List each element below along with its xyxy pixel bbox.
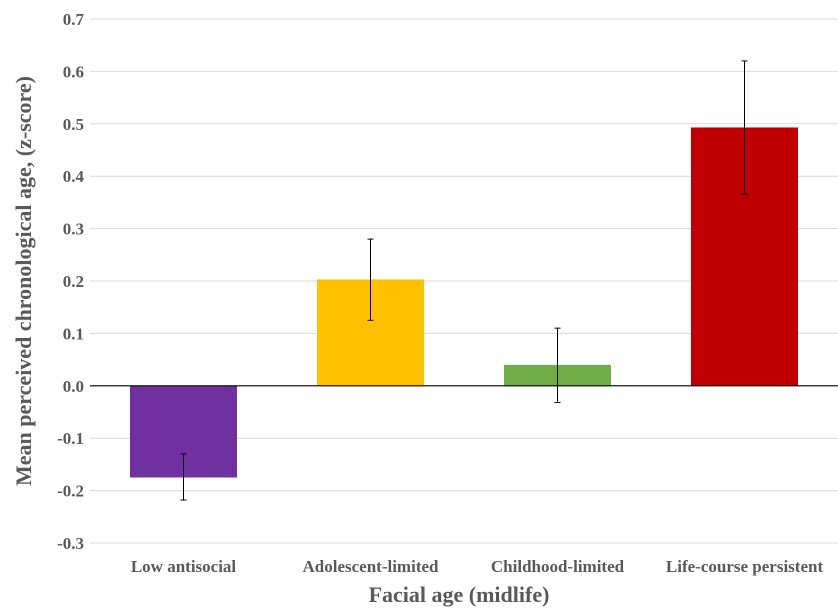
y-tick-label: -0.1	[57, 429, 84, 448]
y-tick-label: 0.3	[63, 220, 84, 239]
error-bar	[554, 327, 561, 404]
y-tick-label: -0.2	[57, 482, 84, 501]
y-tick-label: 0.6	[63, 62, 84, 81]
y-tick-label: 0.4	[63, 167, 85, 186]
x-category-label: Life-course persistent	[666, 557, 824, 576]
error-bar	[741, 60, 748, 195]
error-bar	[367, 238, 374, 321]
error-bar	[180, 453, 187, 501]
y-tick-labels: -0.3 -0.2 -0.1 0.0 0.1 0.2 0.3 0.4 0.5 0.6 0.7	[57, 10, 84, 553]
y-tick-label: 0.1	[63, 324, 84, 343]
x-category-label: Low antisocial	[131, 557, 237, 576]
x-axis-title: Facial age (midlife)	[369, 582, 550, 607]
error-bars	[180, 60, 748, 501]
bars	[130, 127, 798, 478]
y-tick-label: 0.7	[63, 10, 85, 29]
x-category-label: Adolescent-limited	[303, 557, 440, 576]
y-tick-label: 0.2	[63, 272, 84, 291]
x-category-label: Childhood-limited	[491, 557, 625, 576]
category-labels: Low antisocial Adolescent-limited Childhoo…	[131, 557, 824, 576]
y-tick-label: 0.0	[63, 377, 84, 396]
y-axis-title: Mean perceived chronological age, (z-sco…	[11, 76, 36, 486]
y-tick-label: -0.3	[57, 534, 84, 553]
y-tick-label: 0.5	[63, 115, 84, 134]
